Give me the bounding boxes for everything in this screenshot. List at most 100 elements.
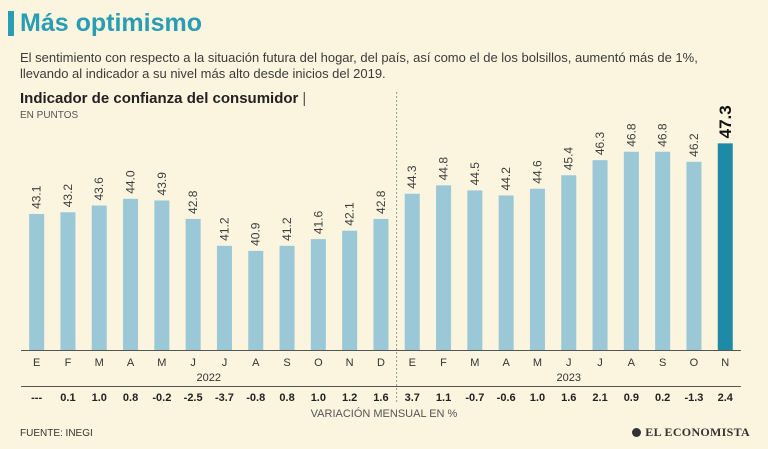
x-tick-label: E — [409, 357, 416, 369]
value-label: 46.8 — [624, 123, 638, 147]
variation-value: -1.3 — [684, 392, 703, 404]
bar — [279, 245, 295, 350]
page-title: Más optimismo — [20, 9, 202, 37]
variation-value: -0.2 — [152, 392, 171, 404]
bar — [373, 218, 389, 350]
x-tick-label: A — [502, 357, 510, 369]
variation-value: -0.7 — [465, 392, 484, 404]
bar — [342, 230, 358, 350]
x-tick-label: M — [95, 357, 104, 369]
brand-logo: EL ECONOMISTA — [632, 425, 750, 440]
bar — [592, 160, 608, 350]
x-tick-label: N — [346, 357, 354, 369]
variation-value: 1.6 — [373, 392, 388, 404]
variation-value: 1.0 — [311, 392, 326, 404]
value-label: 45.4 — [562, 147, 576, 171]
value-label: 44.0 — [124, 170, 138, 194]
value-label: 46.3 — [593, 131, 607, 155]
bar — [29, 213, 45, 350]
x-tick-label: F — [65, 357, 72, 369]
bar — [248, 250, 264, 350]
bar — [655, 151, 671, 350]
variation-value: 1.1 — [436, 392, 451, 404]
brand-icon — [632, 428, 642, 437]
value-label: 41.2 — [280, 217, 294, 241]
value-label: 44.2 — [499, 167, 513, 191]
variation-value: --- — [31, 392, 42, 404]
bar — [216, 245, 232, 350]
value-label: 42.8 — [186, 190, 200, 214]
value-label: 43.2 — [61, 184, 75, 208]
value-label: 42.1 — [343, 202, 357, 226]
variation-value: 1.0 — [530, 392, 545, 404]
variation-value: 3.7 — [405, 392, 420, 404]
x-tick-label: J — [190, 357, 196, 369]
value-label: 41.2 — [217, 217, 231, 241]
x-tick-label: N — [721, 357, 729, 369]
variation-value: 0.8 — [123, 392, 138, 404]
variation-value: 1.2 — [342, 392, 357, 404]
chart-title: Indicador de confianza del consumidor | — [20, 90, 306, 107]
value-label: 44.8 — [437, 157, 451, 181]
variation-value: 2.4 — [718, 392, 734, 404]
bar — [91, 205, 107, 350]
bar — [154, 200, 170, 350]
year-label: 2023 — [557, 372, 581, 384]
value-label: 44.3 — [405, 165, 419, 189]
bar — [185, 218, 201, 350]
variation-value: 1.6 — [561, 392, 576, 404]
x-tick-label: J — [597, 357, 603, 369]
x-tick-label: M — [470, 357, 479, 369]
value-label: 43.1 — [30, 185, 44, 209]
x-tick-label: O — [690, 357, 699, 369]
value-label: 47.3 — [716, 105, 735, 138]
variation-value: 0.2 — [655, 392, 670, 404]
bar — [529, 188, 545, 350]
value-label: 44.6 — [530, 160, 544, 184]
bar — [436, 185, 452, 350]
variation-value: -0.8 — [246, 392, 265, 404]
x-tick-label: O — [314, 357, 323, 369]
value-label: 42.8 — [374, 190, 388, 214]
value-label: 43.6 — [92, 177, 106, 201]
x-tick-label: D — [377, 357, 385, 369]
variation-label: VARIACIÓN MENSUAL EN % — [310, 408, 458, 420]
value-label: 43.9 — [155, 172, 169, 196]
chart-title-text: Indicador de confianza del consumidor — [20, 90, 299, 107]
variation-value: -2.5 — [184, 392, 203, 404]
bar — [498, 195, 514, 350]
bar — [123, 198, 139, 350]
value-label: 41.6 — [311, 210, 325, 234]
bar — [623, 151, 639, 350]
variation-value: 0.9 — [624, 392, 639, 404]
value-label: 44.5 — [468, 162, 482, 186]
x-tick-label: S — [659, 357, 666, 369]
bar — [717, 143, 733, 350]
bar — [686, 161, 702, 350]
x-tick-label: F — [440, 357, 447, 369]
bar — [310, 239, 326, 350]
subtitle: El sentimiento con respecto a la situaci… — [20, 50, 698, 81]
value-label: 46.2 — [687, 133, 701, 157]
variation-value: 0.1 — [60, 392, 75, 404]
bar — [561, 175, 577, 350]
x-tick-label: M — [533, 357, 542, 369]
bar — [404, 193, 420, 350]
x-tick-label: J — [566, 357, 572, 369]
x-tick-label: E — [33, 357, 40, 369]
variation-value: 2.1 — [592, 392, 607, 404]
bar — [467, 190, 483, 350]
variation-value: 1.0 — [92, 392, 107, 404]
value-label: 46.8 — [656, 123, 670, 147]
title-accent-bar — [8, 11, 14, 36]
x-tick-label: A — [127, 357, 135, 369]
source-note: FUENTE: INEGI — [20, 428, 93, 439]
x-tick-label: A — [252, 357, 260, 369]
chart-title-separator: | — [302, 90, 307, 107]
y-axis-units: EN PUNTOS — [20, 110, 79, 121]
variation-value: -3.7 — [215, 392, 234, 404]
x-tick-label: A — [628, 357, 636, 369]
bar — [60, 212, 76, 350]
x-tick-label: J — [222, 357, 228, 369]
